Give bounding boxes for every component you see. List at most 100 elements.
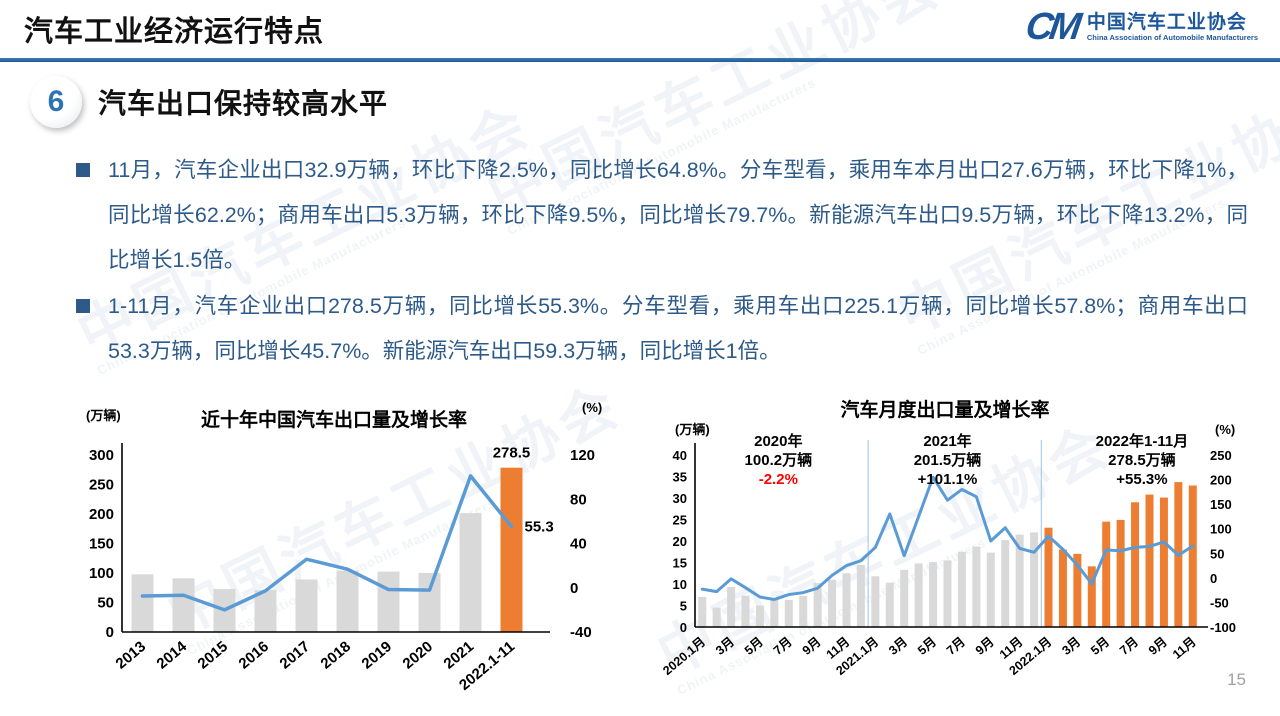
- left-axis-tick: 35: [673, 470, 687, 485]
- x-axis-label: 5月: [915, 635, 939, 658]
- right-axis-tick: 120: [570, 447, 595, 464]
- annotation-text: +55.3%: [1116, 471, 1167, 488]
- monthly-export-chart: 0 5 10 15 20 25 30 35 40 -100 -50 0 50 100 150 200 250 20…: [660, 398, 1236, 678]
- left-axis-tick: 0: [680, 620, 687, 635]
- line-value-label: 55.3: [525, 519, 554, 536]
- x-axis-label: 2015: [195, 638, 231, 672]
- bar: [856, 565, 865, 627]
- section-heading: 汽车出口保持较高水平: [98, 88, 389, 119]
- right-axis-tick: 150: [1210, 497, 1232, 512]
- bar: [254, 590, 277, 632]
- left-axis-tick: 15: [673, 556, 687, 571]
- bullet-square-icon: [76, 299, 90, 313]
- bar: [1102, 521, 1111, 627]
- logo-name-cn: 中国汽车工业协会: [1086, 11, 1247, 33]
- bar: [1058, 549, 1067, 627]
- x-axis-label: 7月: [1117, 635, 1141, 658]
- bars-series: [698, 482, 1197, 627]
- x-axis-label: 2017: [277, 638, 313, 672]
- bullet-item: 11月，汽车企业出口32.9万辆，环比下降2.5%，同比增长64.8%。分车型看…: [76, 148, 1248, 283]
- bar: [784, 599, 793, 627]
- bar: [929, 562, 938, 627]
- right-axis-tick: 50: [1210, 546, 1224, 561]
- right-axis-tick: 0: [1210, 571, 1217, 586]
- caam-logo: CM 中国汽车工业协会 China Association of Automob…: [1022, 6, 1258, 49]
- bar: [986, 552, 995, 627]
- x-axis-label: 5月: [742, 635, 766, 658]
- header-divider: [0, 58, 1280, 62]
- bar-value-label: 278.5: [493, 445, 531, 462]
- x-axis-label: 2018: [318, 638, 354, 672]
- bar: [295, 579, 318, 632]
- left-axis-tick: 300: [89, 447, 114, 464]
- x-axis-label: 5月: [1088, 635, 1112, 658]
- page-title: 汽车工业经济运行特点: [24, 16, 325, 48]
- bar: [698, 596, 707, 627]
- annotation-text: 278.5万辆: [1108, 451, 1176, 469]
- x-axis-label: 2020: [400, 638, 436, 672]
- bar: [813, 583, 822, 627]
- left-axis-tick: 150: [89, 536, 114, 553]
- bullet-text: 11月，汽车企业出口32.9万辆，环比下降2.5%，同比增长64.8%。分车型看…: [108, 158, 1248, 272]
- bar: [131, 574, 154, 632]
- bar: [1116, 519, 1125, 627]
- left-axis-tick: 20: [673, 534, 687, 549]
- bar: [799, 596, 808, 627]
- right-axis-unit: (%): [1215, 422, 1235, 437]
- annotation-text: 2021年: [923, 432, 971, 450]
- annotation-text: 2022年1-11月: [1096, 432, 1189, 450]
- left-axis-tick: 250: [89, 477, 114, 494]
- chart-title: 汽车月度出口量及增长率: [840, 398, 1049, 421]
- left-axis-tick: 50: [97, 595, 114, 612]
- right-axis-tick: 100: [1210, 522, 1232, 537]
- bar: [1015, 534, 1024, 627]
- x-axis-label: 11月: [1170, 635, 1199, 662]
- right-axis-unit: (%): [582, 400, 602, 415]
- bullet-item: 1-11月，汽车企业出口278.5万辆，同比增长55.3%。分车型看，乘用车出口…: [76, 284, 1248, 374]
- bar: [459, 513, 482, 632]
- bar: [871, 576, 880, 627]
- left-axis-tick: 100: [89, 565, 114, 582]
- bar: [377, 571, 400, 632]
- bar: [727, 587, 736, 627]
- x-axis-label: 2016: [236, 638, 272, 672]
- x-axis-label: 9月: [1146, 635, 1170, 658]
- right-axis-tick: 40: [570, 536, 587, 553]
- right-axis-tick: 80: [570, 491, 587, 508]
- bar: [1131, 502, 1140, 627]
- bar: [755, 605, 764, 627]
- left-axis-unit: (万辆): [675, 422, 710, 437]
- right-axis-tick: -100: [1210, 620, 1236, 635]
- bar: [712, 607, 721, 627]
- caam-logo-monogram-icon: CM: [1022, 6, 1080, 48]
- bar: [914, 563, 923, 627]
- x-axis-label: 3月: [886, 635, 910, 658]
- growth-line: [700, 475, 1195, 601]
- bullet-list: 11月，汽车企业出口32.9万辆，环比下降2.5%，同比增长64.8%。分车型看…: [76, 148, 1248, 375]
- bar: [1145, 494, 1154, 627]
- x-axis-label: 9月: [973, 635, 997, 658]
- x-axis-label: 7月: [771, 635, 795, 658]
- x-axis-label: 2019: [359, 638, 395, 672]
- bar: [1030, 532, 1039, 627]
- growth-line: [140, 474, 514, 612]
- right-axis-tick: 0: [570, 580, 578, 597]
- logo-name-en: China Association of Automobile Manufact…: [1086, 32, 1258, 42]
- x-axis-label: 2020.1月: [660, 635, 708, 678]
- bullet-text: 1-11月，汽车企业出口278.5万辆，同比增长55.3%。分车型看，乘用车出口…: [108, 294, 1248, 363]
- bar: [336, 570, 359, 632]
- right-axis-tick: 250: [1210, 448, 1232, 463]
- annotation-text: 2020年: [754, 432, 802, 450]
- bar: [1159, 497, 1168, 627]
- left-axis-unit: (万辆): [86, 408, 121, 423]
- bar: [842, 573, 851, 627]
- bar: [828, 579, 837, 627]
- left-axis-tick: 10: [673, 577, 687, 592]
- right-axis-tick: -40: [570, 624, 592, 641]
- annotation-text: +101.1%: [918, 471, 978, 488]
- x-axis-label: 2013: [113, 638, 149, 672]
- x-axis-label: 7月: [944, 635, 968, 658]
- left-axis-tick: 0: [106, 624, 114, 641]
